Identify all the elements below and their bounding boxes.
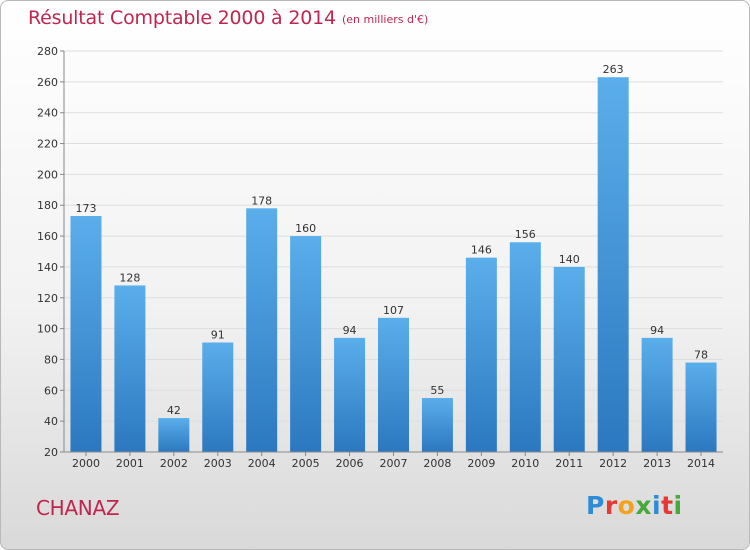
bar (641, 337, 673, 452)
y-tick-label: 20 (44, 446, 58, 459)
logo-letter: t (661, 491, 674, 520)
x-tick-label: 2001 (116, 457, 144, 470)
x-tick-label: 2014 (687, 457, 715, 470)
bar-value-label: 156 (515, 228, 536, 241)
bar (553, 266, 585, 452)
bar-value-label: 94 (650, 324, 664, 337)
bar (509, 242, 541, 452)
bar (334, 337, 366, 452)
y-tick-label: 240 (37, 107, 58, 120)
x-tick-label: 2006 (336, 457, 364, 470)
y-tick-label: 180 (37, 199, 58, 212)
y-tick-label: 160 (37, 230, 58, 243)
bar-value-label: 107 (383, 304, 404, 317)
y-tick-label: 120 (37, 292, 58, 305)
x-tick-label: 2002 (160, 457, 188, 470)
y-tick-label: 200 (37, 168, 58, 181)
y-tick-label: 100 (37, 323, 58, 336)
bar-value-label: 42 (167, 404, 181, 417)
bar-value-label: 173 (75, 202, 96, 215)
y-tick-label: 280 (37, 45, 58, 58)
bar-value-label: 78 (694, 349, 708, 362)
bar (202, 342, 234, 452)
bar (70, 216, 102, 452)
logo-letter: o (617, 491, 636, 520)
bar (421, 398, 453, 452)
y-tick-label: 60 (44, 384, 58, 397)
y-tick-label: 260 (37, 76, 58, 89)
bar-value-label: 263 (603, 63, 624, 76)
chart-title: Résultat Comptable 2000 à 2014 (28, 7, 336, 29)
bar (465, 257, 497, 452)
logo-letter: i (673, 491, 683, 520)
logo-letter: x (635, 491, 652, 520)
bar-value-label: 55 (430, 384, 444, 397)
x-tick-label: 2011 (555, 457, 583, 470)
logo-letter: P (586, 491, 605, 520)
x-tick-label: 2012 (599, 457, 627, 470)
bar-value-label: 178 (251, 194, 272, 207)
bar-value-label: 140 (559, 253, 580, 266)
bar (290, 236, 322, 452)
y-tick-label: 80 (44, 353, 58, 366)
x-tick-label: 2007 (380, 457, 408, 470)
x-tick-label: 2005 (292, 457, 320, 470)
y-tick-label: 220 (37, 138, 58, 151)
commune-name: CHANAZ (36, 496, 120, 520)
bar (597, 77, 629, 452)
bar (114, 285, 146, 452)
bar (685, 362, 717, 452)
x-tick-label: 2003 (204, 457, 232, 470)
x-tick-label: 2008 (423, 457, 451, 470)
y-tick-label: 40 (44, 415, 58, 428)
bar-value-label: 94 (343, 324, 357, 337)
x-tick-label: 2010 (511, 457, 539, 470)
chart-subtitle: (en milliers d'€) (342, 13, 429, 26)
x-tick-label: 2004 (248, 457, 276, 470)
bar-value-label: 91 (211, 328, 225, 341)
logo-letter: i (652, 491, 662, 520)
bar (158, 418, 190, 452)
bar-value-label: 146 (471, 244, 492, 257)
x-tick-label: 2013 (643, 457, 671, 470)
x-tick-label: 2000 (72, 457, 100, 470)
logo-letter: r (604, 491, 618, 520)
bar (378, 317, 409, 452)
bar (246, 208, 278, 452)
bar-value-label: 160 (295, 222, 316, 235)
bar-value-label: 128 (119, 271, 140, 284)
proxiti-logo: Proxiti (586, 491, 683, 520)
x-tick-label: 2009 (467, 457, 495, 470)
y-tick-label: 140 (37, 261, 58, 274)
